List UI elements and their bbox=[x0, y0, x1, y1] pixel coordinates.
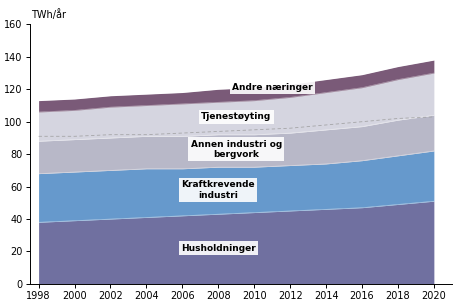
Text: TWh/år: TWh/år bbox=[31, 9, 66, 20]
Text: Annen industri og
bergvork: Annen industri og bergvork bbox=[190, 140, 281, 159]
Text: Andre næringer: Andre næringer bbox=[231, 83, 312, 92]
Text: Kraftkrevende
industri: Kraftkrevende industri bbox=[181, 180, 254, 199]
Text: Husholdninger: Husholdninger bbox=[181, 244, 255, 253]
Text: Tjenestøyting: Tjenestøyting bbox=[201, 112, 271, 121]
